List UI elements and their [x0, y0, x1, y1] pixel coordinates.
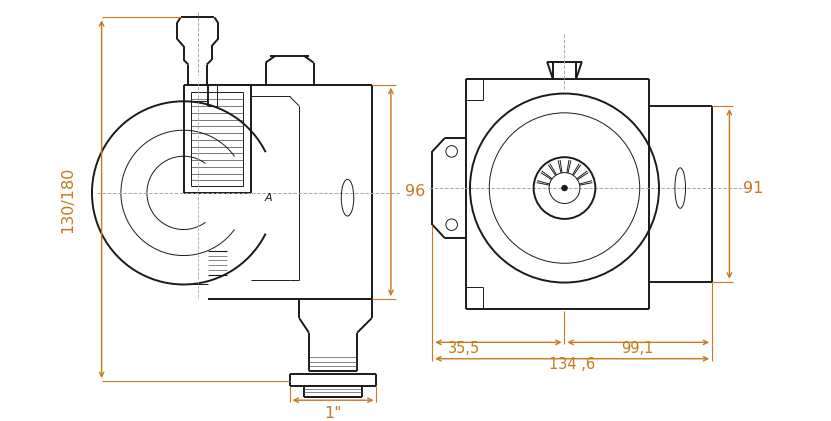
- Text: 1": 1": [324, 406, 342, 421]
- Text: 99,1: 99,1: [622, 341, 654, 356]
- Text: 35,5: 35,5: [448, 341, 480, 356]
- Text: A: A: [264, 193, 273, 203]
- Text: 130/180: 130/180: [61, 166, 76, 233]
- Text: 91: 91: [743, 181, 764, 195]
- Circle shape: [562, 185, 568, 191]
- Text: 134 ,6: 134 ,6: [549, 357, 595, 372]
- Text: 96: 96: [406, 184, 425, 200]
